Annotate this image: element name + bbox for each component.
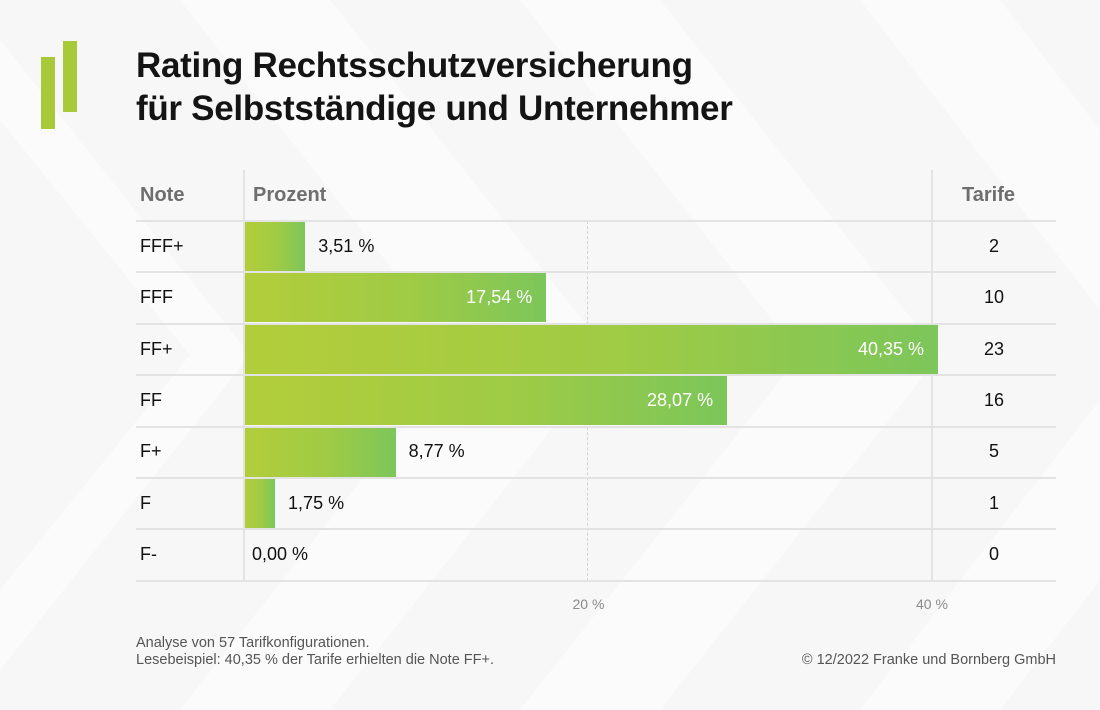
row-divider [136, 220, 1056, 222]
note-label: F- [140, 544, 157, 565]
note-label: FF+ [140, 338, 173, 359]
x-tick-label: 40 % [916, 596, 948, 612]
tarif-count: 5 [988, 441, 999, 462]
bar-value-label: 40,35 % [857, 338, 924, 359]
row-divider [136, 477, 1056, 479]
tarif-count: 0 [988, 544, 999, 565]
footnote-line1: Analyse von 57 Tarifkonfigurationen. [136, 635, 370, 651]
copyright-notice: © 12/2022 Franke und Bornberg GmbH [801, 652, 1056, 668]
note-label: FFF+ [140, 235, 184, 256]
footnote: Analyse von 57 Tarifkonfigurationen. Les… [136, 635, 494, 669]
bar [245, 427, 396, 477]
chart-title-line1: Rating Rechtsschutzversicherung [136, 46, 693, 85]
bar-value-label: 28,07 % [647, 389, 714, 410]
bar [245, 479, 276, 528]
bar-value-label: 17,54 % [466, 287, 533, 308]
note-label: F+ [140, 441, 162, 462]
bar [245, 324, 938, 374]
tarif-count: 16 [983, 389, 1005, 410]
logo-bar-left [41, 57, 55, 129]
chart-title-line2: für Selbstständige und Unternehmer [136, 89, 733, 128]
bar [245, 376, 728, 426]
column-header-prozent: Prozent [253, 184, 327, 206]
row-divider [136, 374, 1056, 377]
column-header-note: Note [140, 184, 185, 206]
logo-bar-right [63, 41, 77, 112]
note-label: F [140, 492, 151, 513]
bar [245, 222, 306, 271]
note-label: FFF [140, 287, 173, 308]
column-header-tarife: Tarife [962, 184, 1015, 206]
bar-value-label: 3,51 % [318, 235, 375, 256]
x-tick-label: 20 % [572, 596, 605, 612]
tarif-count: 10 [983, 287, 1005, 308]
row-divider [136, 271, 1056, 274]
tarif-count: 1 [988, 492, 999, 513]
bar [245, 273, 547, 323]
tarif-count: 2 [988, 235, 999, 256]
note-label: FF [140, 389, 162, 410]
bar-value-label: 8,77 % [408, 441, 465, 462]
chart-title: Rating Rechtsschutzversicherung für Selb… [136, 44, 733, 130]
footnote-line2: Lesebeispiel: 40,35 % der Tarife erhielt… [136, 652, 495, 668]
tarif-count: 23 [983, 338, 1005, 359]
row-divider [136, 425, 1056, 428]
row-divider [136, 528, 1056, 531]
row-divider [136, 322, 1056, 325]
bar-value-label: 1,75 % [288, 492, 345, 513]
bar-value-label: 0,00 % [252, 544, 309, 565]
row-divider [136, 579, 1056, 582]
